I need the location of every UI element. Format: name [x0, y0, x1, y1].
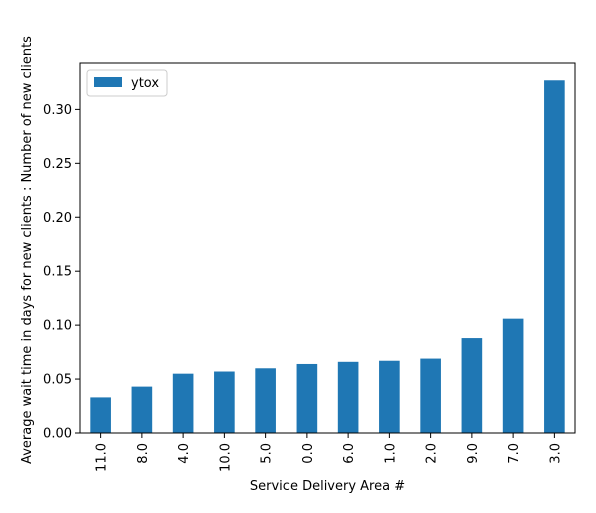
- x-tick-label: 3.0: [548, 443, 563, 464]
- x-tick-label: 6.0: [342, 443, 357, 464]
- x-tick-label: 5.0: [260, 443, 275, 464]
- legend-label: ytox: [131, 76, 159, 91]
- bar-9.0: [461, 338, 483, 433]
- x-tick-label: 7.0: [507, 443, 522, 464]
- plot-frame: [79, 62, 576, 434]
- x-tick-label: 2.0: [425, 443, 440, 464]
- y-tick-label: 0.05: [43, 373, 72, 388]
- legend: ytox: [86, 69, 168, 97]
- bar-8.0: [131, 386, 153, 433]
- x-axis-label: Service Delivery Area #: [250, 479, 405, 494]
- bar-6.0: [337, 361, 359, 433]
- x-tick-label: 9.0: [466, 443, 481, 464]
- legend-swatch: [94, 77, 122, 87]
- y-axis-label: Average wait time in days for new client…: [20, 36, 35, 464]
- y-axis: 0.00 0.05 0.10 0.15 0.20 0.25 0.30: [43, 103, 80, 442]
- legend-box: [86, 69, 168, 97]
- bars-group: [90, 80, 565, 434]
- x-axis: 11.0 8.0 4.0 10.0 5.0 0.0 6.0 1.0 2.0 9.0 7.0 3.0: [95, 433, 563, 472]
- y-tick-label: 0.10: [43, 319, 72, 334]
- x-tick-label: 10.0: [218, 443, 233, 472]
- y-tick-label: 0.25: [43, 157, 72, 172]
- y-tick-label: 0.20: [43, 211, 72, 226]
- bar-0.0: [296, 363, 318, 433]
- bar-3.0: [544, 80, 565, 434]
- bar-11.0: [90, 397, 111, 433]
- bar-4.0: [172, 373, 194, 433]
- bar-5.0: [255, 368, 276, 433]
- y-tick-label: 0.00: [43, 427, 72, 442]
- y-tick-label: 0.15: [43, 265, 72, 280]
- x-tick-label: 0.0: [301, 443, 316, 464]
- x-tick-label: 8.0: [136, 443, 151, 464]
- x-tick-label: 11.0: [95, 443, 110, 472]
- y-tick-label: 0.30: [43, 103, 72, 118]
- bar-10.0: [214, 371, 235, 433]
- bar-7.0: [502, 318, 524, 433]
- x-tick-label: 1.0: [383, 443, 398, 464]
- x-tick-label: 4.0: [177, 443, 192, 464]
- bar-2.0: [420, 358, 441, 433]
- bar-1.0: [379, 360, 400, 433]
